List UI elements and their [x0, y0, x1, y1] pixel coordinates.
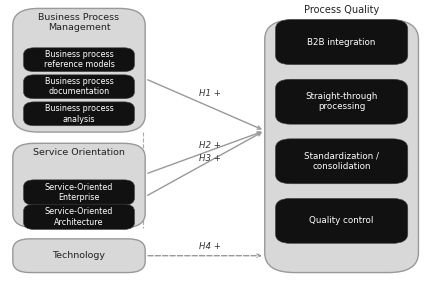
FancyBboxPatch shape — [275, 20, 407, 65]
Text: H2 +: H2 + — [199, 141, 221, 150]
Text: Quality control: Quality control — [309, 216, 373, 225]
Text: H4 +: H4 + — [199, 243, 221, 251]
FancyBboxPatch shape — [264, 20, 417, 273]
Text: Service-Oriented
Enterprise: Service-Oriented Enterprise — [45, 183, 113, 202]
Text: Service-Oriented
Architecture: Service-Oriented Architecture — [45, 207, 113, 226]
FancyBboxPatch shape — [23, 180, 134, 205]
FancyBboxPatch shape — [23, 102, 134, 126]
Text: Technology: Technology — [52, 251, 105, 260]
Text: B2B integration: B2B integration — [307, 38, 375, 47]
Text: Business process
documentation: Business process documentation — [44, 77, 113, 96]
Text: H3 +: H3 + — [199, 154, 221, 163]
Text: Service Orientation: Service Orientation — [33, 148, 125, 157]
FancyBboxPatch shape — [13, 143, 145, 228]
Text: Straight-through
processing: Straight-through processing — [305, 92, 377, 112]
Text: H1 +: H1 + — [199, 89, 221, 98]
Text: Business process
reference models: Business process reference models — [43, 50, 114, 69]
FancyBboxPatch shape — [23, 75, 134, 99]
FancyBboxPatch shape — [23, 48, 134, 72]
FancyBboxPatch shape — [13, 239, 145, 273]
Text: Business Process
Management: Business Process Management — [38, 13, 119, 32]
FancyBboxPatch shape — [275, 139, 407, 184]
Text: Standardization /
consolidation: Standardization / consolidation — [303, 151, 378, 171]
Text: Business process
analysis: Business process analysis — [44, 104, 113, 124]
Text: Process Quality: Process Quality — [303, 4, 378, 15]
FancyBboxPatch shape — [13, 8, 145, 132]
FancyBboxPatch shape — [23, 204, 134, 230]
FancyBboxPatch shape — [275, 79, 407, 124]
FancyBboxPatch shape — [275, 198, 407, 243]
